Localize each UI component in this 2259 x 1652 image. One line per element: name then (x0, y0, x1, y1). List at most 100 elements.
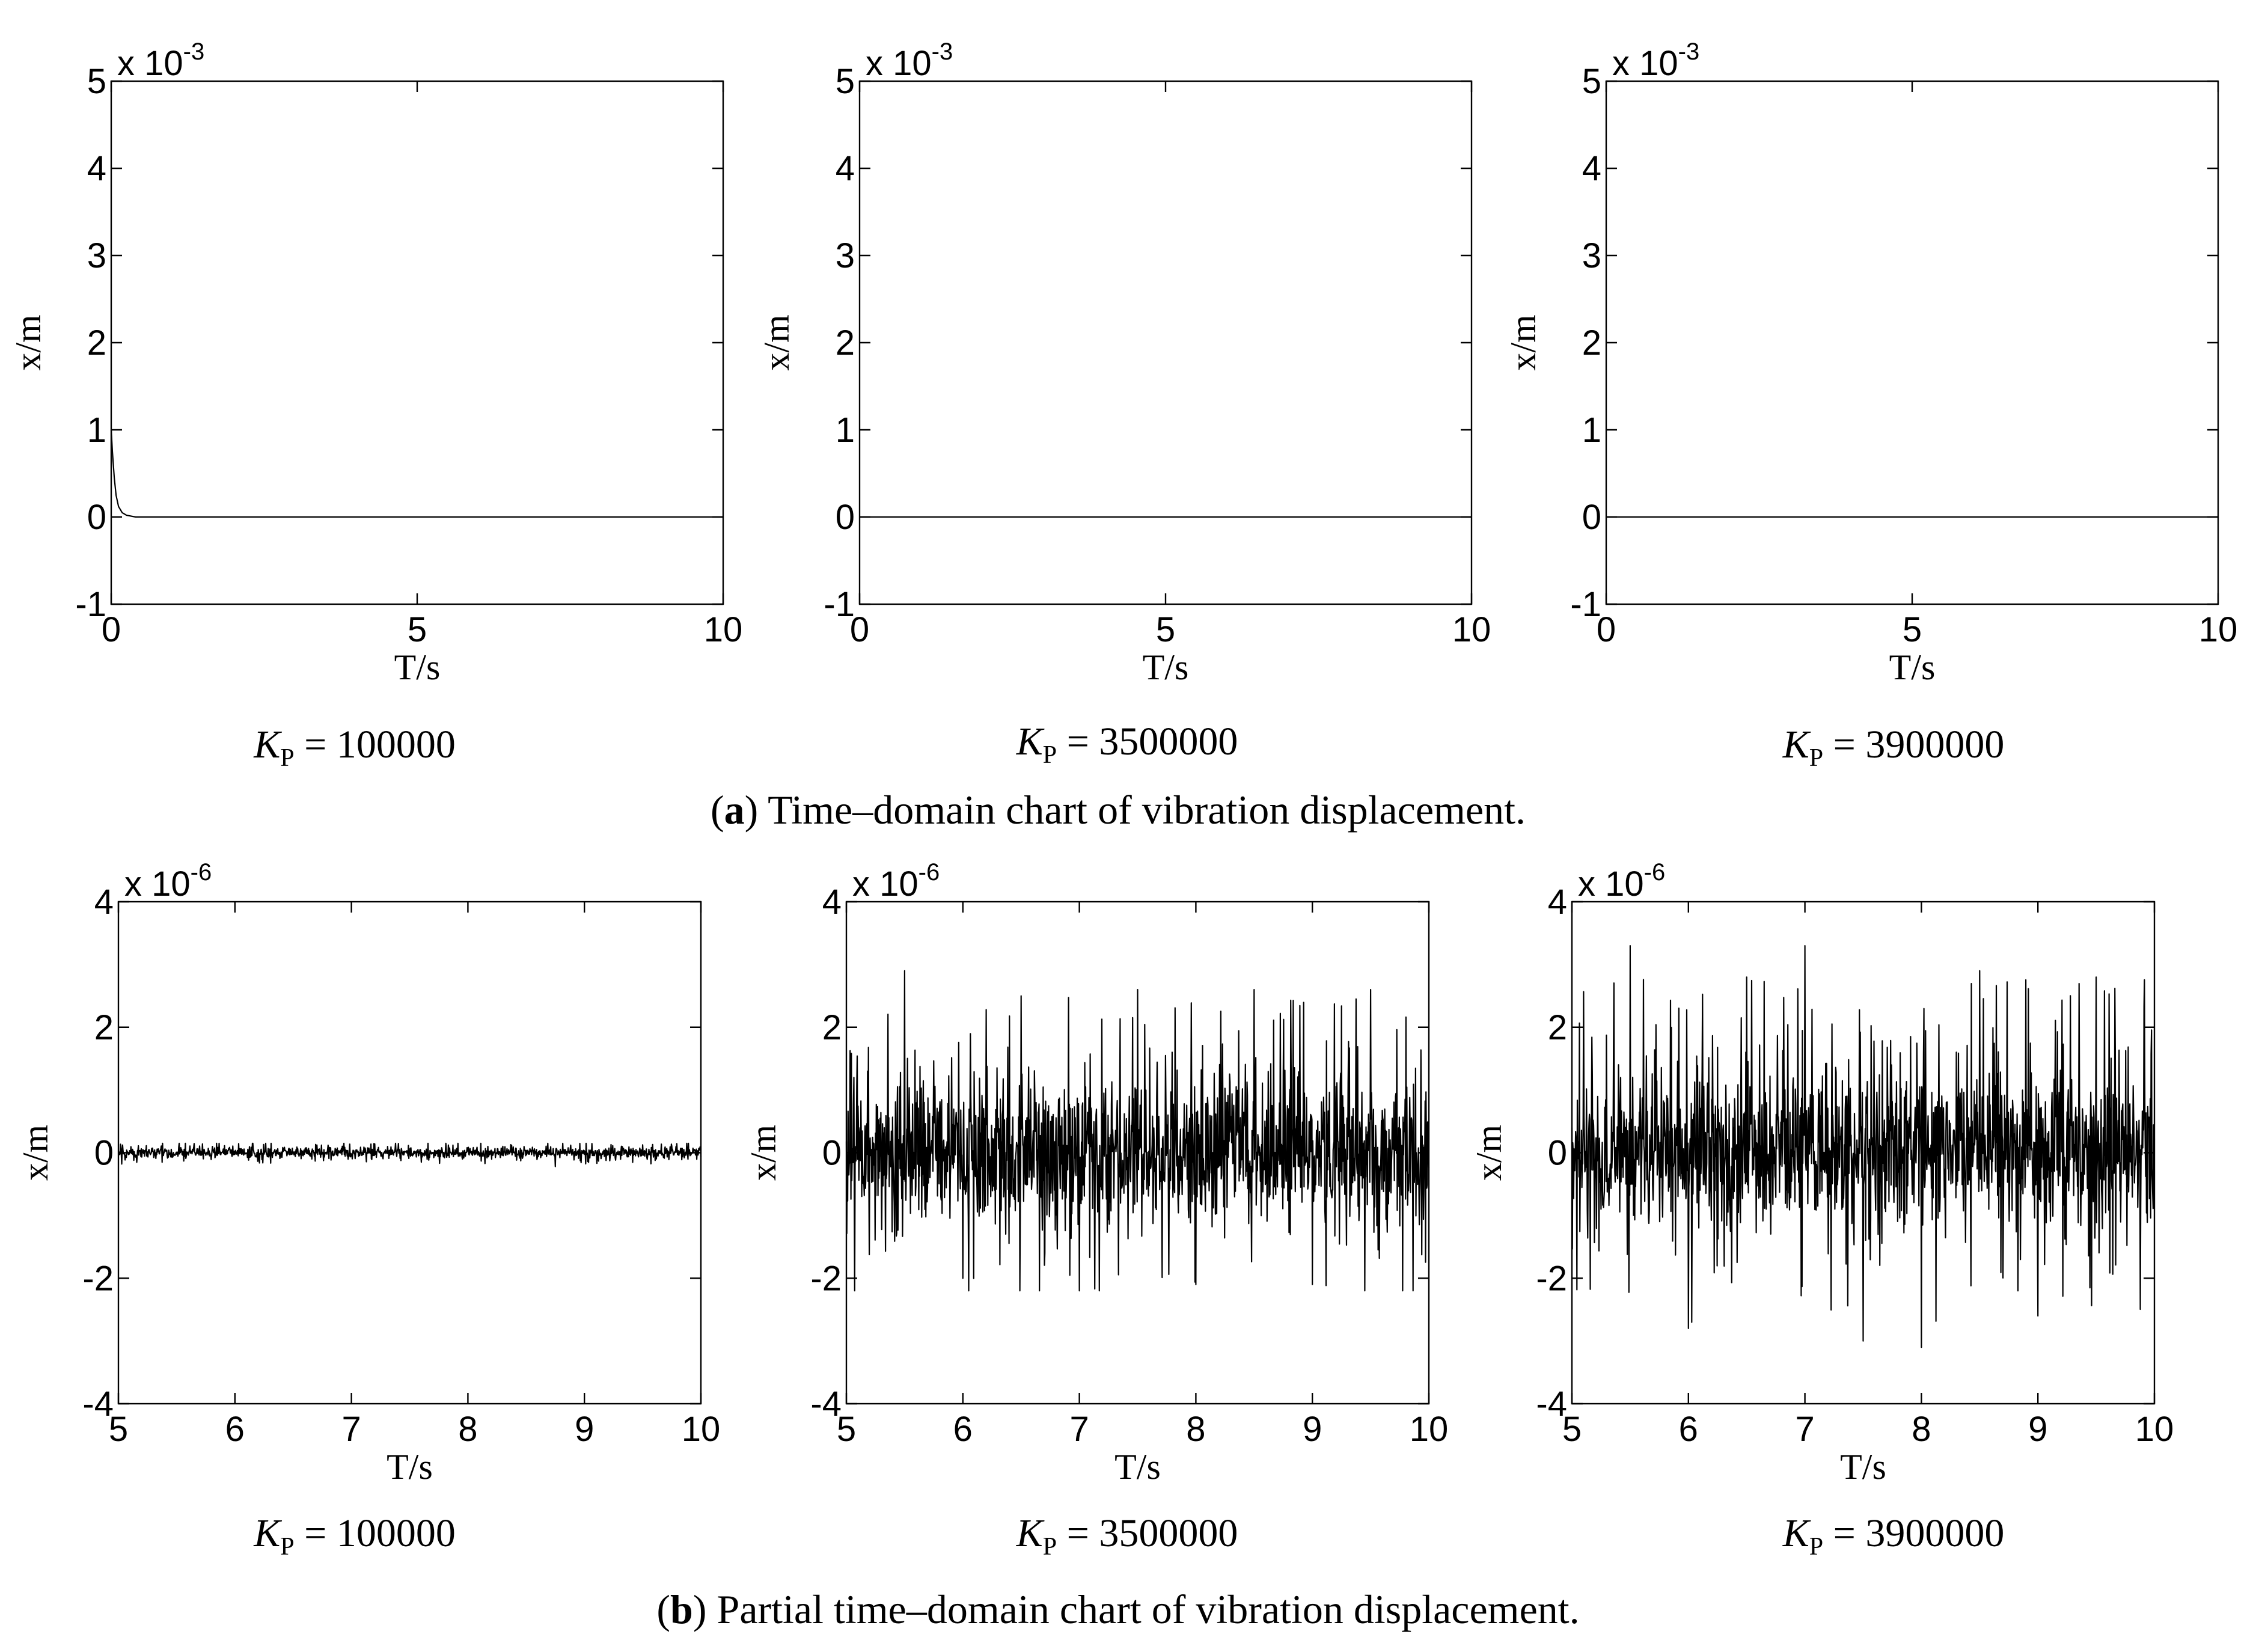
x-tick-label: 6 (953, 1410, 973, 1449)
y-tick-label: 1 (87, 411, 106, 450)
x-tick-label: 10 (2135, 1410, 2174, 1449)
plot-frame (110, 80, 724, 605)
x-axis-label: T/s (1114, 1447, 1161, 1487)
x-tick-label: 5 (1156, 610, 1175, 649)
kp-label-a2: KP = 3500000 (1016, 720, 1238, 769)
y-tick-label: -1 (824, 585, 855, 624)
y-tick-label: 3 (836, 236, 855, 275)
y-tick-label: -1 (1570, 585, 1601, 624)
y-tick-label: -4 (82, 1384, 114, 1424)
x-tick-label: 8 (1186, 1410, 1205, 1449)
y-multiplier: x 10-3 (866, 38, 953, 83)
y-tick-label: -4 (1536, 1384, 1567, 1424)
x-tick-label: 6 (1679, 1410, 1698, 1449)
x-tick-label: 0 (850, 610, 869, 649)
y-tick-label: 4 (1548, 883, 1567, 922)
x-tick-label: 8 (1912, 1410, 1931, 1449)
y-axis-label: x/m (8, 314, 48, 370)
y-multiplier: x 10-3 (1612, 38, 1699, 83)
y-axis-label: x/m (1503, 314, 1543, 370)
x-tick-label: 10 (2199, 610, 2238, 649)
x-axis-label: T/s (1840, 1447, 1886, 1487)
y-tick-label: 0 (87, 498, 106, 537)
x-tick-label: 10 (682, 1410, 721, 1449)
kp-label-b2: KP = 3500000 (1016, 1511, 1238, 1561)
y-multiplier: x 10-6 (124, 859, 212, 904)
y-tick-label: 1 (1582, 411, 1601, 450)
y-tick-label: 0 (1548, 1134, 1567, 1173)
y-tick-label: -2 (1536, 1259, 1567, 1298)
x-axis-label: T/s (1889, 647, 1936, 687)
x-tick-label: 5 (109, 1410, 128, 1449)
y-tick-label: -2 (82, 1259, 114, 1298)
chart-b3: 5 6 7 8 9 10 -4 -2 0 2 4 x 10-6 T/s x/m (1469, 859, 2174, 1487)
y-tick-label: 2 (1548, 1008, 1567, 1047)
x-axis-label: T/s (387, 1447, 433, 1487)
x-tick-label: 7 (1795, 1410, 1814, 1449)
y-tick-label: 2 (836, 323, 855, 363)
y-multiplier: x 10-6 (1578, 859, 1665, 904)
y-tick-label: 3 (87, 236, 106, 275)
x-tick-label: 5 (1903, 610, 1922, 649)
y-tick-label: 2 (94, 1008, 114, 1047)
y-tick-label: 2 (822, 1008, 842, 1047)
y-tick-label: 0 (836, 498, 855, 537)
y-tick-label: 2 (1582, 323, 1601, 363)
x-tick-label: 8 (458, 1410, 477, 1449)
chart-b1: 5 6 7 8 9 10 -4 -2 0 2 4 x 10-6 T/s x/m (16, 859, 720, 1487)
y-tick-label: 4 (94, 883, 114, 922)
x-tick-label: 0 (102, 610, 121, 649)
series-line (1571, 945, 2156, 1348)
series-line (110, 429, 723, 518)
y-axis-label: x/m (16, 1125, 55, 1181)
y-tick-label: 3 (1582, 236, 1601, 275)
y-axis-label: x/m (1469, 1125, 1509, 1181)
y-tick-label: 1 (836, 411, 855, 450)
x-axis-label: T/s (394, 647, 441, 687)
y-tick-label: -4 (810, 1384, 842, 1424)
y-axis-label: x/m (757, 314, 796, 370)
x-tick-label: 9 (575, 1410, 594, 1449)
y-multiplier: x 10-3 (117, 38, 204, 83)
y-tick-label: 4 (87, 149, 106, 188)
y-tick-label: 4 (822, 883, 842, 922)
y-tick-label: 5 (87, 62, 106, 101)
y-tick-label: -2 (810, 1259, 842, 1298)
chart-b2: 5 6 7 8 9 10 -4 -2 0 2 4 x 10-6 T/s x/m (744, 859, 1448, 1487)
x-tick-label: 10 (1410, 1410, 1449, 1449)
x-tick-label: 7 (1069, 1410, 1089, 1449)
y-tick-label: 2 (87, 323, 106, 363)
x-tick-label: 0 (1597, 610, 1616, 649)
x-tick-label: 6 (225, 1410, 245, 1449)
x-tick-label: 10 (704, 610, 743, 649)
y-tick-label: 4 (836, 149, 855, 188)
x-tick-label: 7 (341, 1410, 361, 1449)
y-tick-label: 0 (1582, 498, 1601, 537)
kp-label-b1: KP = 100000 (253, 1511, 456, 1561)
kp-label-a1: KP = 100000 (253, 723, 456, 772)
x-tick-label: 5 (408, 610, 427, 649)
plot-frame (1605, 80, 2219, 605)
x-tick-label: 9 (1303, 1410, 1322, 1449)
plot-frame (858, 80, 1473, 605)
x-tick-label: 9 (2028, 1410, 2047, 1449)
x-tick-label: 5 (837, 1410, 856, 1449)
kp-label-a3: KP = 3900000 (1782, 723, 2005, 772)
kp-label-b3: KP = 3900000 (1782, 1511, 2005, 1561)
y-tick-label: -1 (75, 585, 106, 624)
y-tick-label: 4 (1582, 149, 1601, 188)
y-tick-label: 5 (836, 62, 855, 101)
caption-a: (a) Time–domain chart of vibration displ… (711, 787, 1526, 833)
caption-b: (b) Partial time–domain chart of vibrati… (656, 1586, 1579, 1632)
series-line (117, 1142, 702, 1167)
x-tick-label: 10 (1452, 610, 1491, 649)
x-tick-label: 5 (1562, 1410, 1582, 1449)
y-axis-label: x/m (744, 1125, 783, 1181)
y-tick-label: 0 (822, 1134, 842, 1173)
x-axis-label: T/s (1143, 647, 1189, 687)
y-tick-label: 5 (1582, 62, 1601, 101)
